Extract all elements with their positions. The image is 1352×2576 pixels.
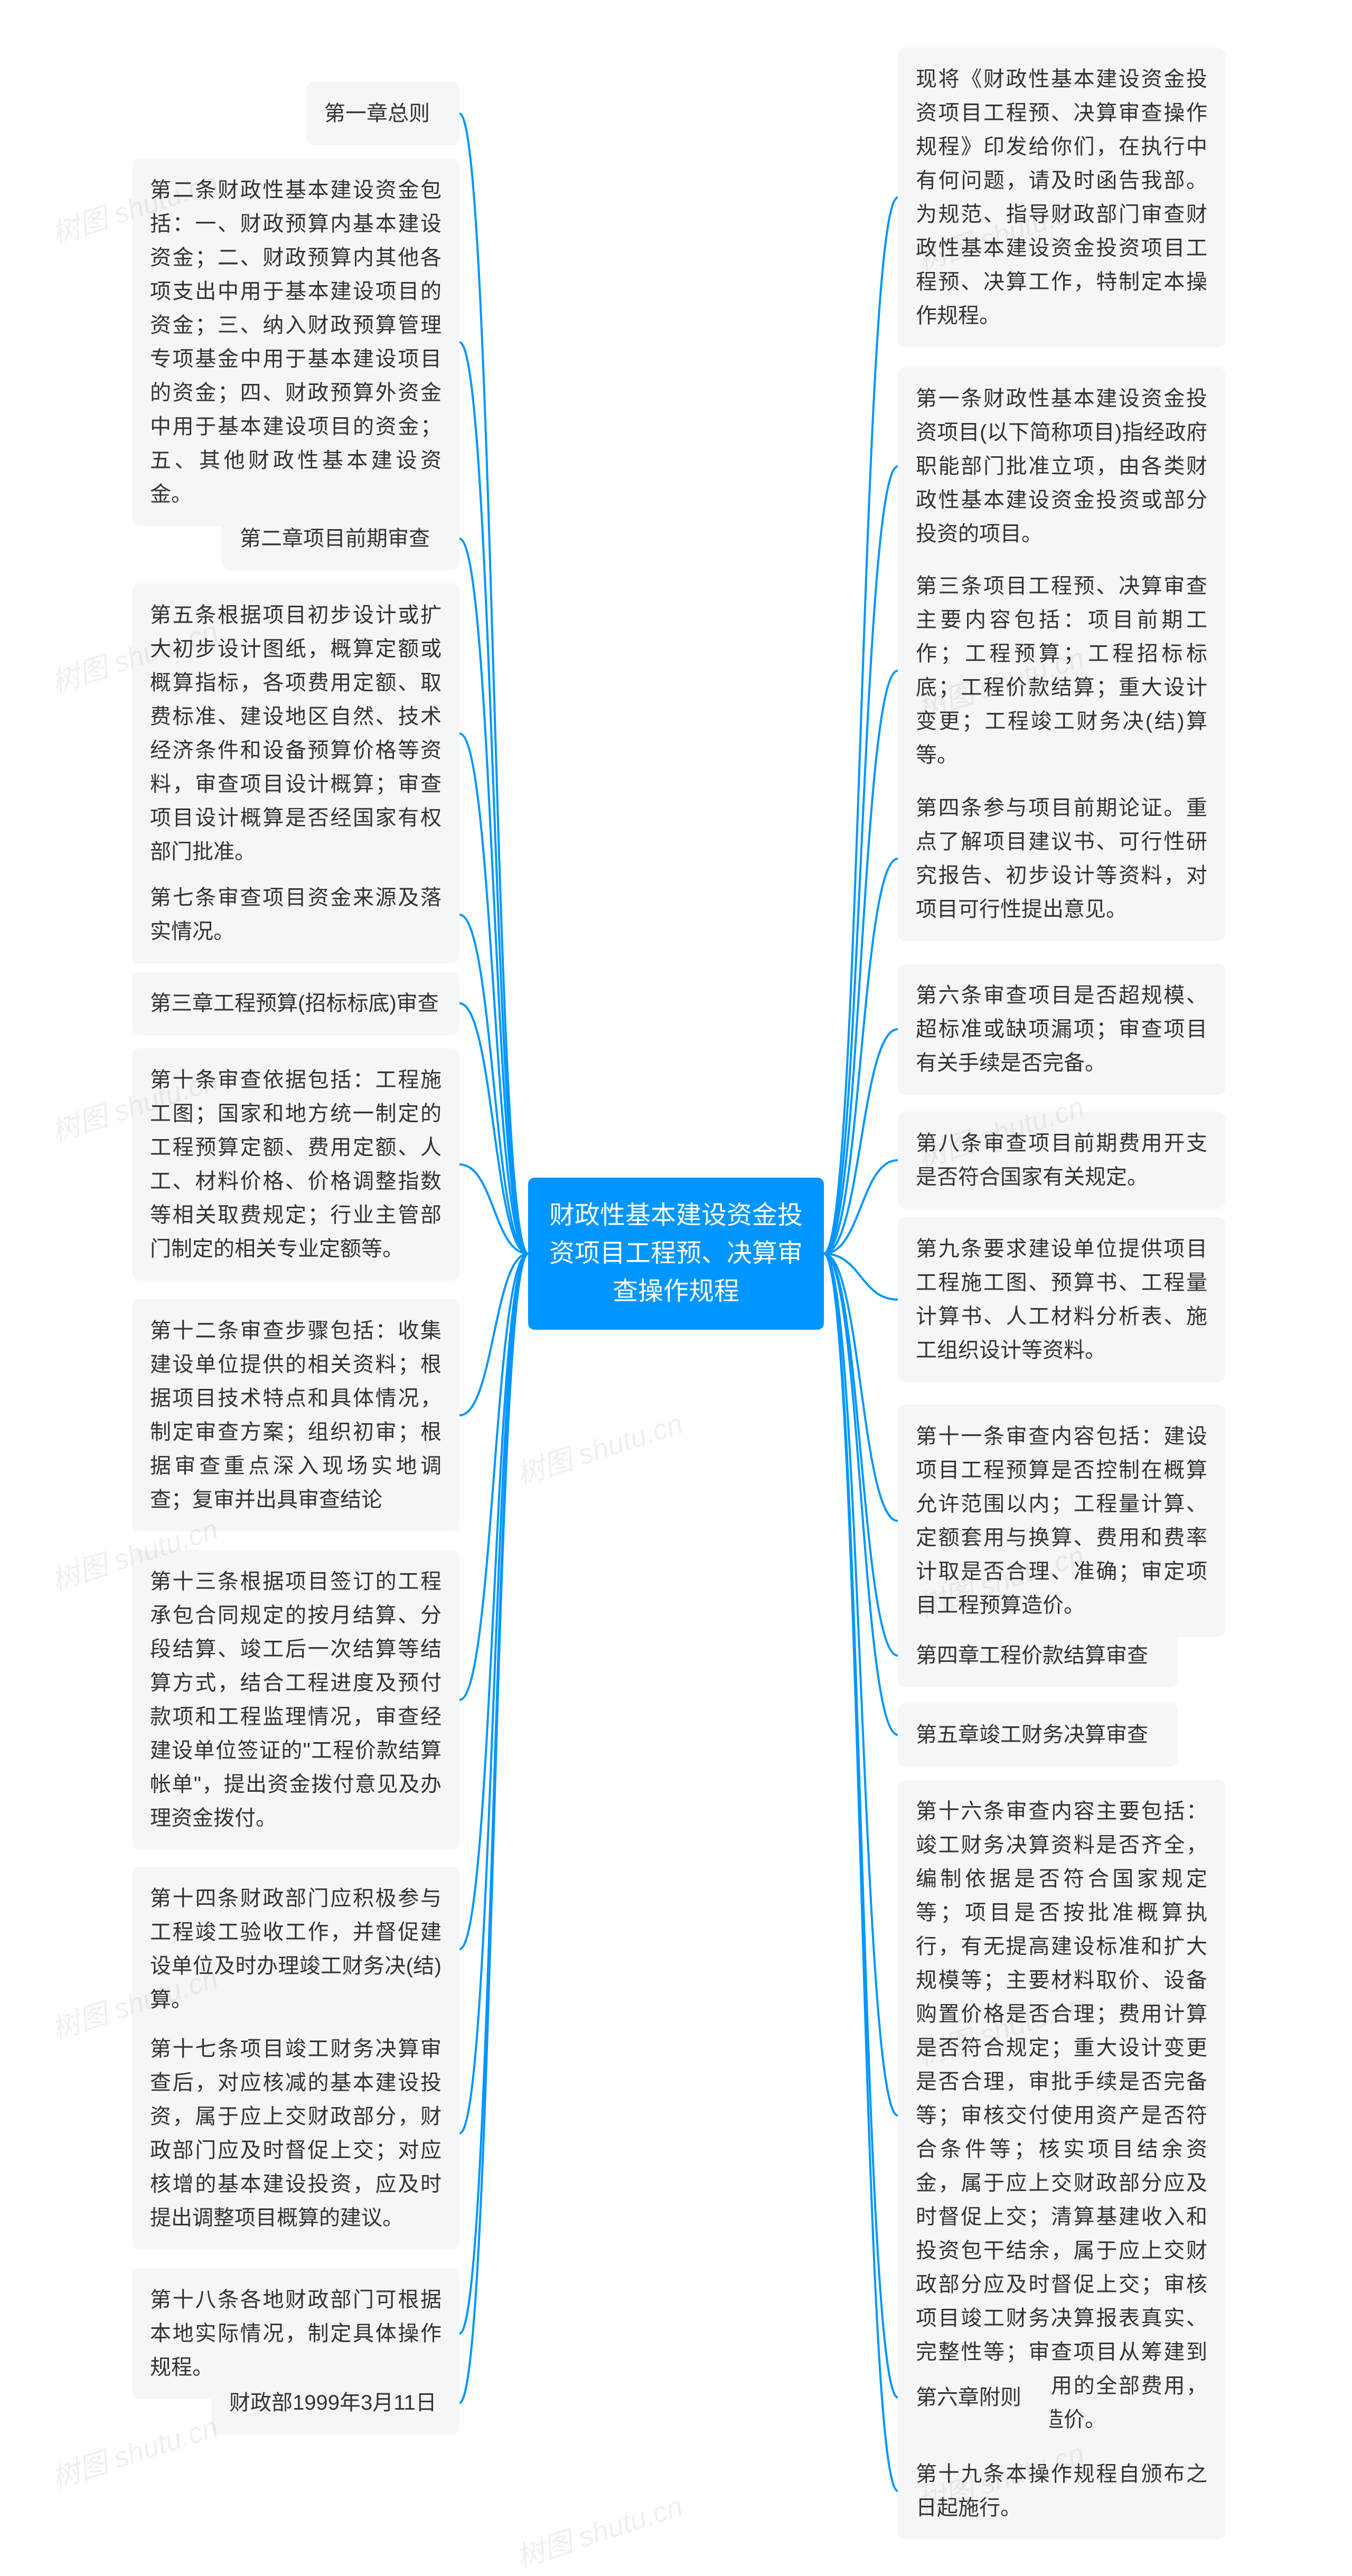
left-node-9: 第十四条财政部门应积极参与工程竣工验收工作，并督促建设单位及时办理竣工财务决(结… [132, 1867, 459, 2032]
center-node: 财政性基本建设资金投资项目工程预、决算审查操作规程 [528, 1178, 824, 1330]
watermark: 树图 shutu.cn [510, 2483, 688, 2575]
left-node-3: 第五条根据项目初步设计或扩大初步设计图纸，概算定额或概算指标，各项费用定额、取费… [132, 584, 459, 883]
right-node-0: 现将《财政性基本建设资金投资项目工程预、决算审查操作规程》印发给你们，在执行中有… [898, 48, 1225, 347]
left-node-6: 第十条审查依据包括：工程施工图；国家和地方统一制定的工程预算定额、费用定额、人工… [132, 1048, 459, 1281]
right-node-9: 第五章竣工财务决算审查 [898, 1703, 1178, 1766]
left-node-5: 第三章工程预算(招标标底)审查 [132, 972, 459, 1035]
right-node-8: 第四章工程价款结算审查 [898, 1624, 1178, 1687]
right-node-10: 第十六条审查内容主要包括：竣工财务决算资料是否齐全，编制依据是否符合国家规定等；… [898, 1780, 1225, 2451]
left-node-4: 第七条审查项目资金来源及落实情况。 [132, 866, 459, 963]
right-node-12: 第十九条本操作规程自颁布之日起施行。 [898, 2442, 1225, 2540]
left-node-1: 第二条财政性基本建设资金包括：一、财政预算内基本建设资金；二、财政预算内其他各项… [132, 158, 459, 526]
left-node-8: 第十三条根据项目签订的工程承包合同规定的按月结算、分段结算、竣工后一次结算等结算… [132, 1550, 459, 1850]
right-node-3: 第四条参与项目前期论证。重点了解项目建议书、可行性研究报告、初步设计等资料，对项… [898, 776, 1225, 941]
left-node-10: 第十七条项目竣工财务决算审查后，对应核减的基本建设投资，属于应上交财政部分，财政… [132, 2017, 459, 2250]
right-node-2: 第三条项目工程预、决算审查主要内容包括：项目前期工作；工程预算；工程招标标底；工… [898, 554, 1225, 787]
right-node-4: 第六条审查项目是否超规模、超标准或缺项漏项；审查项目有关手续是否完备。 [898, 964, 1225, 1095]
left-node-7: 第十二条审查步骤包括：收集建设单位提供的相关资料；根据项目技术特点和具体情况，制… [132, 1299, 459, 1531]
right-node-5: 第八条审查项目前期费用开支是否符合国家有关规定。 [898, 1112, 1225, 1209]
mindmap-canvas: 财政性基本建设资金投资项目工程预、决算审查操作规程 第一章总则第二条财政性基本建设… [0, 0, 1352, 2565]
watermark: 树图 shutu.cn [510, 1400, 688, 1493]
left-node-0: 第一章总则 [306, 82, 459, 145]
left-node-2: 第二章项目前期审查 [222, 507, 459, 570]
right-node-7: 第十一条审查内容包括：建设项目工程预算是否控制在概算允许范围以内；工程量计算、定… [898, 1405, 1225, 1637]
watermark: 树图 shutu.cn [45, 2403, 223, 2496]
left-node-12: 财政部1999年3月11日 [211, 2371, 459, 2434]
right-node-6: 第九条要求建设单位提供项目工程施工图、预算书、工程量计算书、人工材料分析表、施工… [898, 1217, 1225, 1382]
right-node-1: 第一条财政性基本建设资金投资项目(以下简称项目)指经政府职能部门批准立项，由各类… [898, 367, 1225, 566]
right-node-11: 第六章附则 [898, 2366, 1051, 2429]
